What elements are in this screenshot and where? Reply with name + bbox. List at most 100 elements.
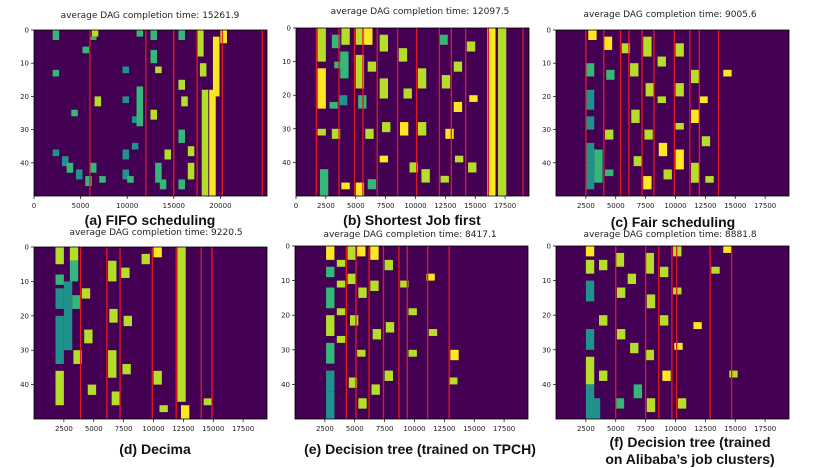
x-tick-label: 7500 (376, 425, 394, 433)
task-block (108, 260, 117, 282)
task-block (723, 246, 732, 253)
task-block (317, 68, 326, 109)
task-block (155, 162, 162, 183)
y-tick-label: 30 (20, 347, 29, 355)
y-tick-label: 0 (25, 244, 29, 252)
task-block (319, 169, 329, 196)
x-tick-label: 15000 (202, 425, 224, 433)
task-block (164, 149, 172, 160)
panel-caption: (e) Decision tree (trained on TPCH) (304, 441, 536, 457)
task-block (399, 122, 409, 136)
task-block (336, 280, 346, 288)
y-tick-label: 40 (282, 159, 291, 167)
task-block (675, 149, 684, 170)
task-block (94, 96, 102, 107)
task-block (599, 259, 608, 271)
task-block (417, 68, 427, 89)
task-block (497, 28, 507, 196)
task-block (69, 247, 79, 261)
task-block (400, 280, 409, 288)
task-block (675, 83, 684, 97)
axes-frame (33, 29, 268, 197)
task-block (178, 179, 185, 190)
task-block (331, 128, 341, 139)
task-block (55, 288, 64, 309)
x-tick-label: 10000 (404, 202, 426, 210)
task-block (594, 149, 603, 183)
task-block (55, 370, 64, 406)
y-tick-label: 30 (542, 126, 551, 134)
task-block (348, 377, 358, 388)
chart-title: average DAG completion time: 9220.5 (69, 228, 243, 238)
x-tick-label: 17500 (232, 425, 254, 433)
task-block (357, 246, 366, 257)
task-block (599, 370, 608, 381)
task-block (675, 122, 684, 130)
task-block (326, 391, 335, 419)
task-block (365, 128, 374, 139)
task-block (131, 142, 139, 150)
task-block (691, 69, 700, 84)
task-block (382, 122, 391, 133)
task-block (633, 384, 643, 399)
task-block (326, 266, 335, 278)
panel-caption: (f) Decision tree (trained on Alibaba’s j… (605, 434, 774, 468)
y-tick-label: 30 (20, 126, 29, 134)
task-block (181, 96, 188, 107)
task-block (585, 384, 595, 419)
task-block (347, 246, 356, 260)
task-block (428, 329, 438, 336)
task-block (379, 34, 389, 52)
task-block (109, 308, 118, 323)
y-tick-label: 10 (542, 277, 551, 285)
task-block (691, 109, 700, 123)
x-tick-label: 15000 (464, 202, 486, 210)
task-block (187, 162, 195, 180)
x-tick-label: 10000 (116, 202, 138, 210)
task-block (627, 273, 637, 285)
task-block (701, 136, 711, 147)
x-tick-label: 10000 (403, 425, 425, 433)
task-blocks (326, 246, 459, 419)
task-block (187, 146, 195, 157)
plot-area: 2500 5000 7500 10000 12500 15000 17500 0 10 20 30 4… (542, 243, 790, 433)
y-tick-label: 20 (20, 93, 29, 101)
task-block (203, 398, 213, 406)
panel-caption: (a) FIFO scheduling (84, 212, 216, 228)
y-tick-label: 10 (20, 278, 29, 286)
task-block (645, 349, 654, 361)
task-block (358, 287, 367, 298)
task-block (453, 61, 463, 72)
task-block (585, 142, 595, 163)
y-tick-label: 10 (282, 58, 291, 66)
task-block (367, 179, 377, 190)
y-tick-label: 40 (542, 159, 551, 167)
task-block (355, 182, 365, 196)
task-block (364, 28, 373, 45)
task-block (71, 109, 78, 117)
task-block (347, 273, 356, 285)
x-tick-label: 12500 (433, 425, 455, 433)
task-block (449, 377, 458, 385)
task-block (111, 391, 121, 406)
task-block (372, 329, 382, 340)
x-tick-label: 2500 (317, 202, 335, 210)
task-block (454, 155, 464, 163)
task-block (108, 350, 117, 378)
task-block (358, 398, 367, 409)
task-block (585, 63, 595, 77)
task-block (615, 252, 625, 267)
task-block (52, 69, 60, 77)
task-block (339, 95, 348, 106)
task-block (367, 61, 377, 72)
task-block (674, 342, 683, 350)
task-block (585, 356, 595, 385)
plot-area: 0 5000 10000 15000 20000 0 10 20 30 40 (20, 27, 268, 210)
task-block (585, 280, 595, 302)
task-block (84, 329, 93, 344)
chart-title: average DAG completion time: 8417.1 (323, 230, 497, 240)
y-tick-label: 40 (20, 381, 29, 389)
